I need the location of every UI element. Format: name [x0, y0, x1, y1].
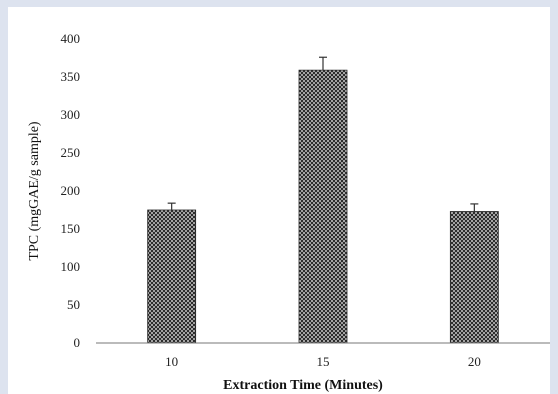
error-bar: [470, 203, 479, 212]
y-tick-label: 300: [61, 107, 81, 122]
y-tick-label: 50: [67, 297, 80, 312]
bars: [147, 69, 499, 344]
x-axis-title: Extraction Time (Minutes): [223, 378, 383, 393]
y-tick-label: 250: [61, 145, 81, 160]
y-tick-label: 400: [61, 31, 81, 46]
x-tick-label: 20: [468, 354, 481, 369]
x-axis-ticks: 10 15 20: [165, 354, 481, 369]
y-tick-label: 200: [61, 183, 81, 198]
y-axis-ticks: 0 50 100 150 200 250 300 350 400: [61, 31, 81, 350]
y-tick-label: 100: [61, 259, 81, 274]
error-bars: [167, 56, 479, 212]
y-tick-label: 0: [74, 335, 81, 350]
bar: [298, 69, 348, 344]
error-bar: [167, 202, 176, 210]
x-tick-label: 10: [165, 354, 178, 369]
y-tick-label: 150: [61, 221, 81, 236]
error-bar: [319, 56, 327, 71]
bar: [147, 209, 197, 344]
bar: [449, 211, 499, 344]
y-tick-label: 350: [61, 69, 81, 84]
bar-chart: 0 50 100 150 200 250 300 350 400 10 15 20 Extracti…: [27, 31, 550, 393]
y-axis-title: TPC (mgGAE/g sample): [27, 121, 42, 261]
chart-figure: 0 50 100 150 200 250 300 350 400 10 15 20 Extracti…: [8, 7, 550, 394]
x-tick-label: 15: [317, 354, 330, 369]
